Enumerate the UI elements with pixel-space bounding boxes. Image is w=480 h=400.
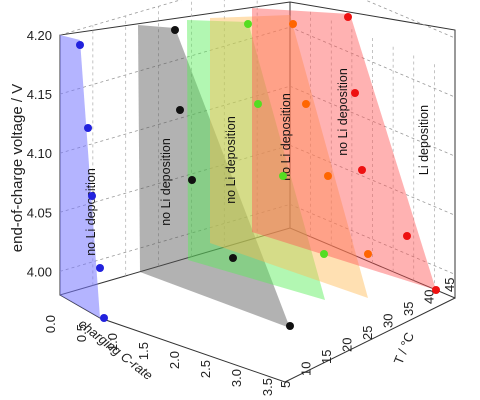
grid-line-left	[59, 26, 291, 95]
x-tick-label: 1.5	[136, 342, 151, 360]
region-plane	[210, 15, 368, 298]
data-point	[432, 286, 440, 294]
data-point	[289, 20, 297, 28]
data-point	[244, 20, 252, 28]
region-label: no Li deposition	[279, 93, 293, 181]
z-tick-label: 4.15	[27, 87, 52, 102]
x-tick-label: 1.0	[105, 333, 120, 351]
z-axis-title: end-of-charge voltage / V	[9, 84, 26, 252]
data-point	[100, 314, 108, 322]
x-tick-label: 0.5	[74, 324, 89, 342]
x-tick-label: 0.0	[43, 315, 58, 333]
y-tick-label: 15	[319, 350, 334, 364]
region-plane	[187, 20, 325, 300]
x-tick-label: 2.0	[167, 351, 182, 369]
region-plane	[138, 25, 290, 328]
y-tick-label: 35	[401, 302, 416, 316]
region-plane	[252, 8, 436, 290]
data-point	[320, 250, 328, 258]
region-label: no Li deposition	[336, 68, 350, 156]
z-tick-label: 4.05	[27, 205, 52, 220]
data-point	[171, 26, 179, 34]
data-point	[176, 106, 184, 114]
data-point	[286, 322, 294, 330]
grid-line-left	[59, 144, 291, 213]
y-tick-label: 5	[278, 381, 293, 388]
region-label: no Li deposition	[84, 168, 98, 256]
z-tick-label: 4.00	[27, 264, 52, 279]
data-point	[403, 232, 411, 240]
data-point	[364, 250, 372, 258]
data-point	[76, 41, 84, 49]
data-point	[324, 172, 332, 180]
data-point	[351, 89, 359, 97]
grid-line-left	[59, 85, 291, 154]
y-tick-label: 25	[360, 326, 375, 340]
region-planes	[60, 8, 436, 328]
data-point	[358, 166, 366, 174]
region-label: no Li deposition	[159, 138, 173, 226]
tick-labels: 4.00 4.05 4.10 4.15 4.20 0.0 0.5 1.0 1.5 2.0 2.5 3.…	[27, 28, 457, 396]
y-tick-label: 30	[381, 314, 396, 328]
data-point	[344, 13, 352, 21]
region-plane	[60, 35, 100, 318]
data-point	[188, 176, 196, 184]
region-label: no Li deposition	[224, 116, 238, 204]
x-tick-label: 3.5	[260, 378, 275, 396]
z-tick-label: 4.10	[27, 146, 52, 161]
data-point	[254, 100, 262, 108]
y-tick-label: 45	[442, 278, 457, 292]
x-tick-label: 2.5	[198, 360, 213, 378]
data-point	[279, 172, 287, 180]
y-tick-label: 20	[340, 338, 355, 352]
data-point	[229, 254, 237, 262]
data-point	[88, 192, 96, 200]
data-point	[84, 124, 92, 132]
x-tick-label: 3.0	[229, 369, 244, 387]
region-labels: no Li deposition no Li deposition no Li de…	[84, 68, 431, 256]
data-point	[302, 100, 310, 108]
y-tick-label: 40	[422, 290, 437, 304]
y-tick-label: 10	[299, 362, 314, 376]
region-label: Li deposition	[417, 105, 431, 175]
data-point	[96, 264, 104, 272]
grid-line-left	[59, 203, 291, 272]
y-axis-title: T / °C	[391, 330, 417, 366]
data-points	[76, 13, 440, 330]
z-tick-label: 4.20	[27, 28, 52, 43]
